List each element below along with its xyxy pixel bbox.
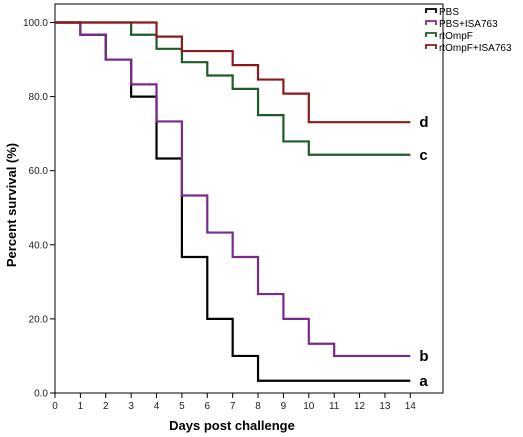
y-tick-label: 0.0 xyxy=(34,389,48,400)
series-end-label-rtompf: c xyxy=(419,147,427,164)
y-tick-label: 100.0 xyxy=(23,18,48,29)
series-line-pbs-isa763 xyxy=(55,21,411,358)
x-tick-label: 10 xyxy=(303,401,315,412)
series-end-label-pbs-isa763: b xyxy=(419,348,428,365)
x-tick-label: 1 xyxy=(78,401,84,412)
x-tick-label: 13 xyxy=(379,401,391,412)
x-tick-label: 3 xyxy=(128,401,134,412)
y-tick-label: 80.0 xyxy=(29,92,49,103)
x-tick-label: 6 xyxy=(204,401,210,412)
y-tick-label: 40.0 xyxy=(29,240,49,251)
x-tick-label: 7 xyxy=(230,401,236,412)
legend-swatch-rtompf xyxy=(425,32,437,37)
series-line-rtompf xyxy=(55,21,411,156)
plot-frame xyxy=(54,3,444,394)
x-tick-label: 0 xyxy=(52,401,58,412)
x-tick-label: 2 xyxy=(103,401,109,412)
legend-swatch-pbs xyxy=(425,8,437,13)
legend-label-pbs: PBS xyxy=(439,7,459,18)
x-tick-label: 14 xyxy=(405,401,417,412)
labels-layer: ab cd xyxy=(419,114,428,390)
series-end-label-rtompf-isa763: d xyxy=(419,114,428,131)
x-tick-label: 12 xyxy=(354,401,366,412)
series-line-rtompf-isa763 xyxy=(55,21,411,124)
y-tick-label: 60.0 xyxy=(29,166,49,177)
legend-swatch-pbs-isa763 xyxy=(425,20,437,25)
x-tick-label: 5 xyxy=(179,401,185,412)
x-tick-label: 9 xyxy=(281,401,287,412)
axes: 0 1 2 3 4 5 6 7 8 9 10 11 12 13 140.020.040.060.080.01… xyxy=(23,3,444,412)
x-tick-label: 11 xyxy=(329,401,340,412)
y-tick-label: 20.0 xyxy=(29,314,49,325)
x-tick-label: 8 xyxy=(255,401,261,412)
series-layer xyxy=(55,21,411,382)
x-axis-label: Days post challenge xyxy=(169,418,295,433)
y-axis-label: Percent survival (%) xyxy=(4,143,19,267)
series-end-label-pbs: a xyxy=(419,373,428,390)
legend-label-rtompf: rtOmpF xyxy=(439,31,473,42)
legend-label-pbs-isa763: PBS+ISA763 xyxy=(439,19,498,30)
legend-swatch-rtompf-isa763 xyxy=(425,44,437,49)
x-tick-label: 4 xyxy=(154,401,160,412)
legend-label-rtompf-isa763: rtOmpF+ISA763 xyxy=(439,43,512,54)
